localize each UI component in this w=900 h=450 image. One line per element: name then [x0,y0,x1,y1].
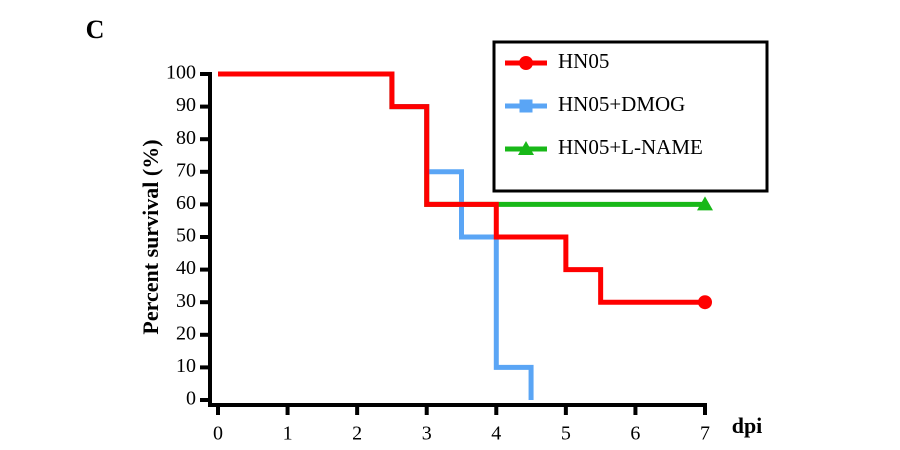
marker [519,56,533,70]
y-tick-label: 30 [176,290,196,312]
legend-label: HN05+DMOG [558,92,685,116]
marker [698,295,712,310]
x-tick-label: 0 [213,423,223,445]
y-tick-label: 40 [176,257,196,279]
y-tick-label: 0 [186,388,196,410]
marker [519,99,533,113]
marker [518,141,534,155]
y-tick-label: 50 [176,225,196,247]
legend: HN05 HN05+DMOG HN05+L-NAME [492,40,769,193]
y-tick-label: 80 [176,127,196,149]
x-tick-label: 4 [491,423,501,445]
legend-box [492,40,769,193]
legend-label: HN05+L-NAME [558,135,703,159]
x-tick-label: 3 [422,423,432,445]
y-tick-label: 90 [176,94,196,116]
y-axis-label: Percent survival (%) [138,139,163,334]
survival-line [218,71,534,400]
y-tick-label: 60 [176,192,196,214]
x-axis-label: dpi [732,413,763,438]
x-tick-label: 5 [561,423,571,445]
marker [697,196,713,211]
x-tick-label: 1 [283,423,293,445]
y-tick-label: 20 [176,322,196,344]
y-tick-label: 70 [176,159,196,181]
y-tick-label: 100 [166,62,196,84]
y-tick-label: 10 [176,355,196,377]
x-tick-label: 2 [352,423,362,445]
x-tick-label: 7 [700,423,710,445]
panel-label: C [86,15,105,44]
legend-label: HN05 [558,49,609,73]
survival-line [218,71,705,305]
x-tick-label: 6 [630,423,640,445]
